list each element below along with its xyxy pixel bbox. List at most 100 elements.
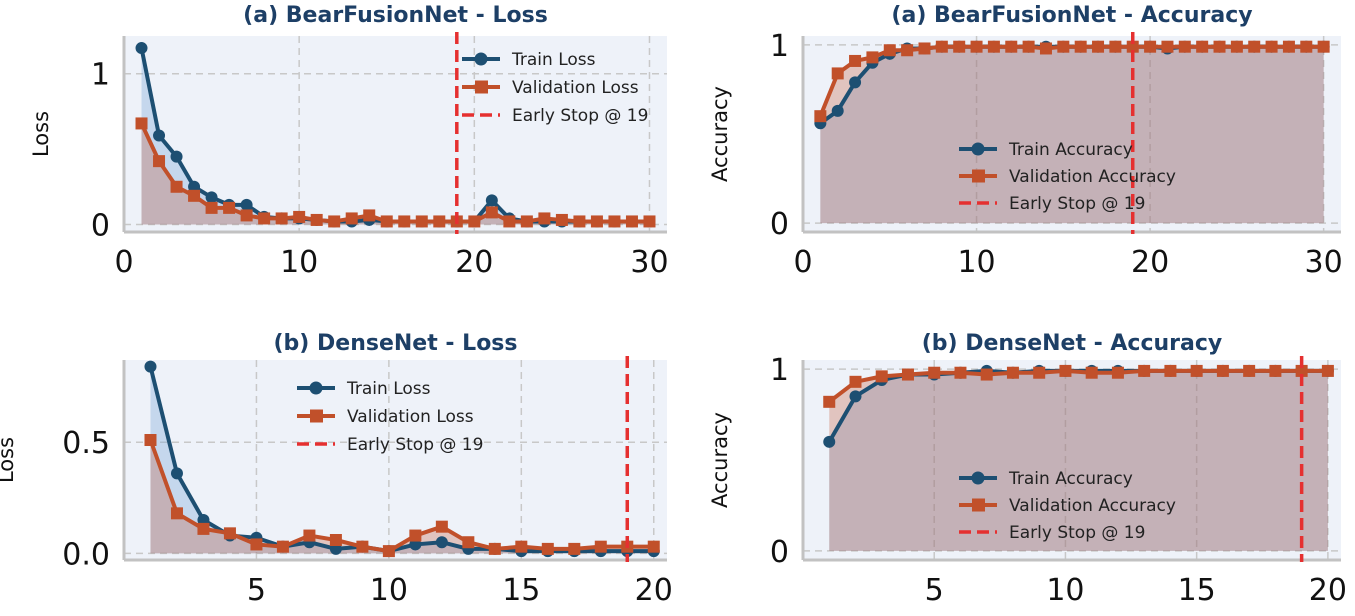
validation-point [970,40,983,53]
y-tick-label: 1 [91,58,110,93]
train-point [831,104,844,117]
legend-label: Early Stop @ 19 [347,435,483,455]
x-tick-label: 20 [1309,573,1347,608]
series-area-train [141,48,650,225]
validation-point [1178,40,1191,53]
validation-point [363,209,376,222]
validation-point [188,189,201,202]
train-point [435,536,448,549]
validation-point [1282,40,1295,53]
x-tick-label: 30 [1305,245,1343,280]
validation-point [568,542,581,555]
series-area-train [829,370,1328,551]
y-tick-label: 1 [770,29,789,64]
y-axis-label: Accuracy [708,86,732,182]
series-area-validation [829,370,1328,551]
validation-point [1138,364,1151,377]
train-point [170,467,183,480]
legend-label: Train Accuracy [1008,469,1133,489]
train-point [135,42,148,55]
x-tick-label: 15 [1178,573,1216,608]
validation-point [1059,364,1072,377]
validation-point [1295,364,1308,377]
validation-point [1092,40,1105,53]
validation-point [608,215,621,228]
legend: Train Accuracy Validation Accuracy Early S… [959,469,1176,543]
x-tick-label: 20 [1131,245,1169,280]
x-tick-label: 10 [957,245,995,280]
legend: Train Accuracy Validation Accuracy Early S… [959,140,1176,214]
validation-point [398,215,411,228]
validation-point [415,215,428,228]
validation-point [555,213,568,226]
validation-point [197,522,210,535]
validation-point [520,215,533,228]
validation-point [515,540,528,553]
validation-point [643,215,656,228]
legend-label: Train Loss [346,379,431,399]
legend-label: Early Stop @ 19 [1009,523,1145,543]
train-point [205,191,218,204]
x-tick-label: 10 [280,245,318,280]
validation-point [1006,366,1019,379]
plot-area [803,36,1341,232]
train-point [823,435,836,448]
validation-point [276,540,289,553]
train-point [153,129,166,142]
series-area-validation [141,123,650,225]
series-area-train [820,46,1324,224]
series-area-validation [150,440,654,554]
y-tick-label: 0.0 [62,537,110,572]
validation-point [380,215,393,228]
validation-point [1111,366,1124,379]
validation-point [935,40,948,53]
validation-point [1074,40,1087,53]
x-tick-label: 10 [1046,573,1084,608]
x-tick-label: 5 [925,573,944,608]
validation-point [503,215,516,228]
validation-point [170,180,183,193]
y-tick-label: 0 [91,208,110,243]
legend-label: Early Stop @ 19 [512,106,648,126]
legend-circle-marker [474,52,488,66]
y-axis-label: Accuracy [708,412,732,508]
validation-point [135,117,148,130]
validation-point [1190,364,1203,377]
legend-square-marker [475,80,488,94]
validation-point [883,44,896,57]
train-point [849,390,862,403]
train-point [485,194,498,207]
validation-point [468,215,481,228]
validation-point [538,212,551,225]
validation-point [928,366,941,379]
validation-point [1321,364,1334,377]
validation-point [980,368,993,381]
validation-point [258,212,271,225]
legend-circle-marker [971,142,985,156]
legend-label: Validation Accuracy [1009,167,1176,187]
panel-1: 0 10 20 30 0 1 (a) BearFusionNet - Loss Loss Tra… [29,3,669,280]
validation-point [144,434,157,446]
validation-point [594,540,607,553]
y-tick-label: 0 [770,535,789,570]
x-tick-label: 20 [635,573,673,608]
legend-square-marker [310,409,323,423]
legend-label: Train Loss [511,50,596,70]
chart-title: (b) DenseNet - Loss [274,331,518,356]
y-axis-label: Loss [29,111,53,157]
validation-point [918,42,931,55]
validation-point [541,542,554,555]
validation-point [831,67,844,80]
x-tick-label: 30 [630,245,668,280]
legend-label: Train Accuracy [1008,140,1133,160]
x-tick-label: 10 [370,573,408,608]
validation-point [1033,366,1046,379]
train-point [240,198,253,211]
validation-point [205,201,218,214]
validation-point [1164,364,1177,377]
validation-point [1300,40,1313,53]
legend-label: Early Stop @ 19 [1009,194,1145,214]
validation-point [1039,42,1052,55]
validation-point [356,540,369,553]
